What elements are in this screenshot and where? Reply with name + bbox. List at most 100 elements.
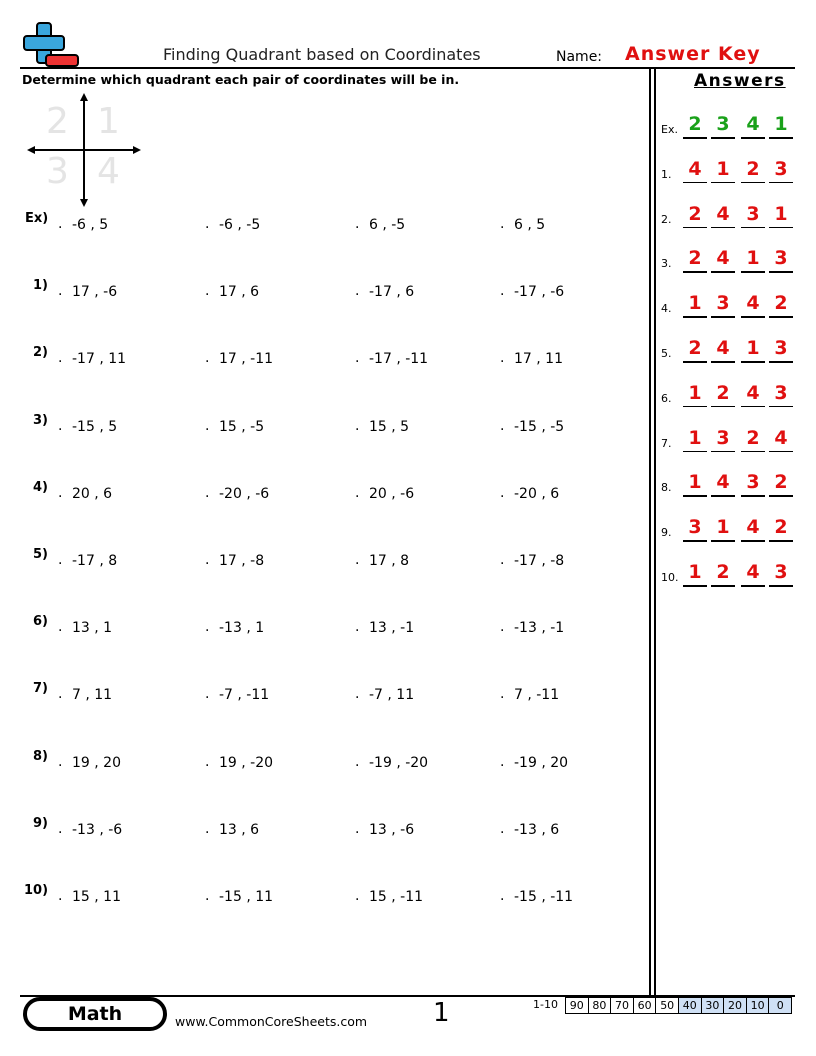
coordinate-pair: -20 , -6 [219,485,270,502]
subject-pill [23,997,167,1031]
answer-value: 1 [746,247,760,270]
answer-value: 1 [688,381,702,404]
score-cell: 70 [610,997,634,1014]
problem-label: Ex) [25,211,49,226]
answer-line [741,540,765,542]
score-cell: 10 [745,997,770,1014]
answer-value: 1 [716,157,730,180]
answer-value: 3 [746,471,760,494]
answer-value: 3 [774,157,788,180]
problem-label: 3) [33,412,48,428]
bullet: . [355,686,360,703]
answer-value: 1 [774,202,788,225]
answer-line [741,585,765,587]
subject: Math [67,1003,123,1025]
coordinate-pair: -17 , -8 [514,553,565,569]
answer-value: 4 [746,292,760,315]
coordinate-pair: -15 , 11 [219,889,274,905]
coordinate-pair: 6 , 5 [514,217,546,233]
bullet: . [355,283,360,300]
bullet: . [500,283,505,300]
answer-value: 4 [746,516,760,539]
answers-title: Answers [694,71,786,91]
score-label: 1-10 [533,998,558,1011]
answer-line [741,226,765,229]
answer-value: 4 [716,337,730,359]
answer-value: 1 [774,113,788,135]
bullet: . [205,552,210,568]
answer-value: 2 [716,381,730,404]
bullet: . [500,619,505,636]
answer-value: 3 [716,426,730,449]
title: Finding Quadrant based on Coordinates [163,45,481,64]
answer-value: 2 [774,292,788,315]
coordinate-pair: 15 , -5 [219,418,265,435]
problem-label: 1) [33,278,48,294]
answer-label: 9. [661,526,672,540]
answer-line [711,495,735,497]
answer-value: 3 [716,113,730,135]
answer-line [769,271,793,273]
answer-label: 10. [661,571,679,584]
answer-line [741,316,765,318]
answer-value: 2 [688,247,702,270]
name-value: Answer Key [625,43,761,65]
answer-line [769,405,793,408]
answer-label: 4. [661,302,672,316]
answer-value: 4 [716,471,730,494]
answer-line [683,585,707,587]
answer-value: 2 [774,471,788,494]
instructions: Determine which quadrant each pair of co… [22,72,460,87]
answer-line [769,540,793,542]
coordinate-pair: 17 , -11 [219,351,274,368]
bullet: . [355,619,360,636]
coordinate-pair: 15 , 5 [369,418,410,435]
answer-value: 1 [716,516,730,539]
answer-value: 2 [774,516,788,539]
answer-line [741,361,765,363]
bullet: . [355,753,360,770]
answer-label: 2. [661,212,672,226]
bullet: . [205,753,210,770]
problem-label: 10) [24,883,49,898]
answer-label: 6. [661,391,672,405]
bullet: . [205,216,210,232]
answer-value: 3 [716,292,730,315]
problem-label: 4) [33,479,48,495]
coordinate-pair: -7 , 11 [369,687,415,704]
bullet: . [500,552,505,568]
answer-value: 3 [746,202,760,225]
answer-line [711,585,735,587]
answer-label: Ex. [661,123,678,136]
bullet: . [205,350,210,367]
answer-value: 2 [688,113,702,135]
bullet: . [205,417,210,434]
answer-value: 2 [688,337,702,359]
answer-value: 1 [746,337,760,359]
coordinate-pair: -17 , 11 [72,351,127,368]
coordinate-pair: -7 , -11 [219,687,270,704]
bullet: . [205,283,210,300]
answer-value: 1 [688,292,702,315]
bullet: . [58,820,63,837]
answer-value: 3 [774,247,788,270]
answer-line [683,316,707,318]
problem-label: 7) [33,681,48,697]
coordinate-pair: 7 , 11 [72,687,113,704]
answer-value: 1 [688,561,702,583]
score-cell: 0 [768,997,792,1014]
coordinate-pair: -13 , 6 [514,821,560,838]
bullet: . [205,888,210,904]
coordinate-pair: 13 , -6 [369,821,415,838]
bullet: . [355,417,360,434]
quadrant-label: 1 [97,101,120,142]
bullet: . [58,350,63,367]
answer-line [683,450,707,453]
coordinate-pair: 17 , -8 [219,553,265,569]
answer-line [769,181,793,184]
answer-line [683,226,707,229]
coordinate-pair: 17 , 8 [369,553,410,569]
coordinate-pair: 15 , -11 [369,889,424,905]
